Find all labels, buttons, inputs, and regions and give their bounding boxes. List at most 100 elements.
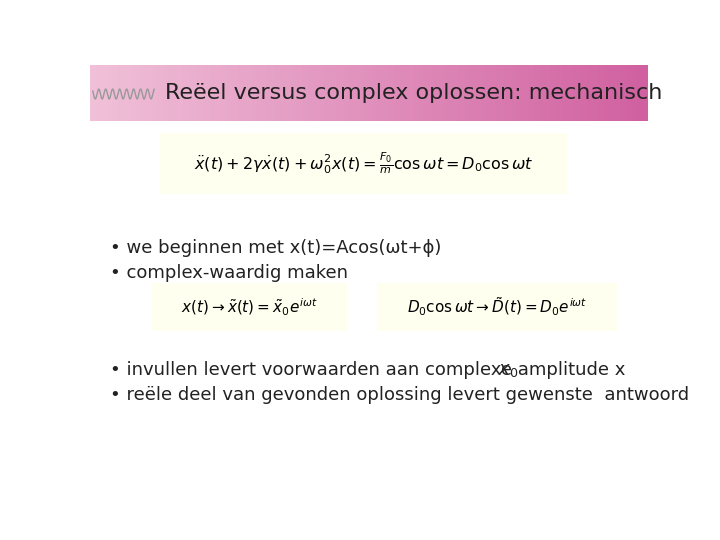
- Bar: [166, 65, 168, 121]
- Bar: [174, 65, 176, 121]
- Bar: [411, 65, 413, 121]
- Bar: [221, 65, 224, 121]
- Bar: [587, 65, 590, 121]
- Bar: [469, 65, 472, 121]
- Bar: [160, 65, 163, 121]
- Bar: [288, 65, 291, 121]
- Bar: [109, 65, 112, 121]
- Bar: [464, 65, 467, 121]
- Bar: [140, 65, 143, 121]
- Bar: [593, 65, 595, 121]
- Bar: [444, 65, 447, 121]
- Bar: [450, 65, 453, 121]
- Text: $\ddot{x}(t)+2\gamma\dot{x}(t)+\omega_0^2 x(t)=\frac{F_0}{m}\cos\omega t = D_0\c: $\ddot{x}(t)+2\gamma\dot{x}(t)+\omega_0^…: [194, 151, 534, 177]
- Bar: [453, 65, 456, 121]
- Bar: [553, 65, 556, 121]
- Bar: [402, 65, 405, 121]
- Bar: [230, 65, 233, 121]
- Bar: [338, 65, 341, 121]
- Bar: [559, 65, 562, 121]
- Bar: [255, 65, 258, 121]
- Bar: [612, 65, 615, 121]
- FancyBboxPatch shape: [377, 283, 617, 331]
- Bar: [126, 65, 129, 121]
- Bar: [486, 65, 489, 121]
- Bar: [277, 65, 280, 121]
- Bar: [536, 65, 539, 121]
- Bar: [467, 65, 469, 121]
- Bar: [252, 65, 255, 121]
- Bar: [224, 65, 227, 121]
- Bar: [441, 65, 444, 121]
- Bar: [581, 65, 584, 121]
- Bar: [511, 65, 514, 121]
- Bar: [386, 65, 389, 121]
- Bar: [389, 65, 392, 121]
- Bar: [500, 65, 503, 121]
- Bar: [260, 65, 263, 121]
- Bar: [143, 65, 145, 121]
- Bar: [495, 65, 498, 121]
- Bar: [523, 65, 526, 121]
- Bar: [300, 65, 302, 121]
- Bar: [185, 65, 188, 121]
- Bar: [135, 65, 138, 121]
- Bar: [394, 65, 397, 121]
- Bar: [148, 65, 151, 121]
- Bar: [595, 65, 598, 121]
- Bar: [364, 65, 366, 121]
- Bar: [90, 65, 93, 121]
- Text: • complex-waardig maken: • complex-waardig maken: [109, 264, 348, 282]
- Bar: [609, 65, 612, 121]
- Bar: [383, 65, 386, 121]
- Bar: [344, 65, 347, 121]
- Bar: [631, 65, 634, 121]
- Bar: [235, 65, 238, 121]
- Bar: [341, 65, 344, 121]
- Bar: [416, 65, 419, 121]
- Bar: [330, 65, 333, 121]
- Bar: [419, 65, 422, 121]
- Bar: [163, 65, 166, 121]
- Bar: [188, 65, 190, 121]
- Bar: [274, 65, 277, 121]
- Bar: [570, 65, 572, 121]
- Bar: [121, 65, 124, 121]
- Bar: [377, 65, 380, 121]
- Bar: [505, 65, 508, 121]
- Bar: [503, 65, 505, 121]
- Bar: [422, 65, 425, 121]
- Bar: [428, 65, 431, 121]
- Bar: [447, 65, 450, 121]
- Bar: [392, 65, 394, 121]
- Bar: [405, 65, 408, 121]
- Bar: [639, 65, 642, 121]
- Bar: [380, 65, 383, 121]
- Bar: [623, 65, 626, 121]
- Bar: [355, 65, 358, 121]
- Bar: [302, 65, 305, 121]
- Bar: [492, 65, 495, 121]
- Bar: [520, 65, 523, 121]
- Bar: [539, 65, 542, 121]
- Bar: [269, 65, 271, 121]
- Bar: [227, 65, 230, 121]
- Bar: [124, 65, 126, 121]
- Bar: [481, 65, 483, 121]
- Text: $D_0\cos\omega t \rightarrow \tilde{D}(t)=D_0 e^{i\omega t}$: $D_0\cos\omega t \rightarrow \tilde{D}(t…: [407, 296, 588, 318]
- Bar: [285, 65, 288, 121]
- Bar: [193, 65, 196, 121]
- Bar: [637, 65, 639, 121]
- FancyBboxPatch shape: [151, 283, 347, 331]
- Bar: [425, 65, 428, 121]
- Bar: [461, 65, 464, 121]
- Bar: [294, 65, 297, 121]
- Text: • we beginnen met x(t)=Acos(ωt+ϕ): • we beginnen met x(t)=Acos(ωt+ϕ): [109, 239, 441, 256]
- Bar: [168, 65, 171, 121]
- Bar: [202, 65, 204, 121]
- Bar: [171, 65, 174, 121]
- Bar: [96, 65, 99, 121]
- Bar: [556, 65, 559, 121]
- Bar: [215, 65, 218, 121]
- Bar: [112, 65, 115, 121]
